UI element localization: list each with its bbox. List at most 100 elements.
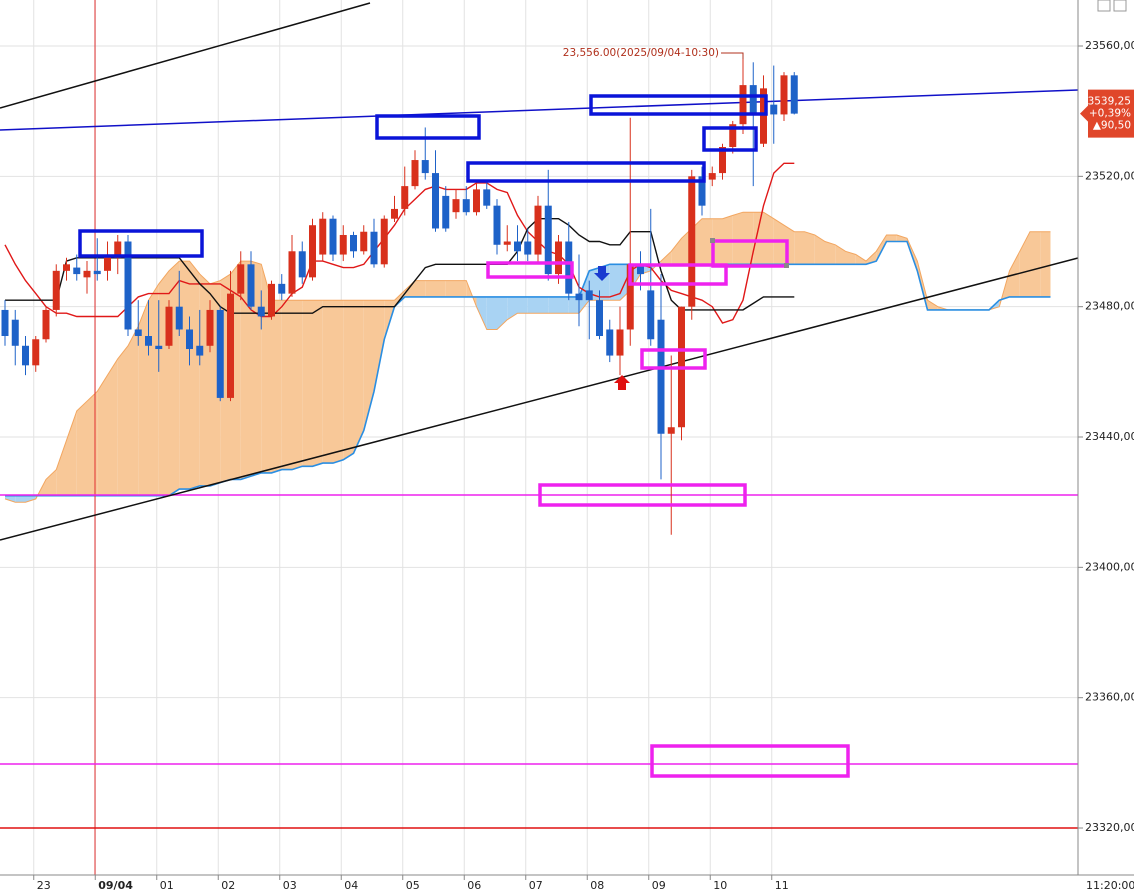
cloud-span-line: [4, 211, 1051, 503]
candle-body: [442, 195, 450, 229]
candle-body: [790, 75, 798, 114]
candle-body: [719, 147, 726, 174]
cloud-segment: [281, 300, 292, 470]
time-label: 11:20:00: [1086, 879, 1134, 892]
cloud-segment: [927, 300, 938, 310]
candle-body: [257, 306, 265, 317]
cloud-segment: [527, 296, 538, 314]
cloud-segment: [199, 274, 210, 486]
candle-body: [401, 186, 409, 209]
cloud-segment: [558, 296, 569, 314]
x-tick-label: 06: [467, 879, 481, 892]
cloud-segment: [66, 410, 77, 496]
zone-box: [538, 483, 747, 507]
x-tick-label: 07: [529, 879, 543, 892]
cloud-segment: [87, 391, 98, 496]
cloud-segment: [896, 234, 907, 242]
candle-body: [596, 300, 603, 337]
candle-body: [483, 189, 491, 206]
zone-box: [702, 126, 758, 152]
y-tick-label: 23400,00: [1085, 560, 1134, 573]
candle-body: [770, 104, 778, 115]
cloud-segment: [15, 495, 26, 503]
candle-body: [63, 264, 70, 271]
panel-button[interactable]: [1097, 0, 1111, 12]
candle-body: [268, 283, 275, 317]
candle-body: [145, 336, 152, 346]
candle-body: [421, 160, 429, 174]
zone-box: [589, 94, 768, 116]
candle-body: [196, 345, 204, 356]
cloud-segment: [886, 234, 897, 242]
cloud-segment: [1040, 231, 1051, 297]
candle-body: [22, 345, 29, 366]
cloud-segment: [5, 495, 16, 503]
zone-box: [78, 229, 204, 258]
candle-body: [288, 251, 296, 294]
y-tick-label: 23480,00: [1085, 300, 1134, 313]
panel-button[interactable]: [1113, 0, 1127, 12]
candle-body: [462, 199, 470, 213]
x-tick-label: 04: [344, 879, 358, 892]
candle-body: [278, 283, 286, 294]
candle-body: [565, 241, 573, 294]
trend-line: [0, 2, 371, 109]
annotation-arrow: [721, 52, 744, 60]
candle-body: [637, 264, 644, 275]
cloud-segment: [353, 300, 364, 454]
x-tick-label: 02: [221, 879, 235, 892]
candle-body: [432, 173, 439, 229]
x-tick-label: 09/04: [98, 879, 133, 892]
x-tick-label: 03: [283, 879, 297, 892]
cloud-segment: [732, 212, 743, 265]
cloud-segment: [302, 300, 313, 467]
candle-body: [93, 270, 101, 275]
cloud-segment: [579, 270, 590, 314]
candle-body: [227, 293, 234, 398]
cloud-segment: [507, 296, 518, 320]
candle-body: [350, 234, 357, 252]
cloud-segment: [292, 300, 303, 470]
cloud-segment: [1030, 231, 1041, 297]
cloud-segment: [179, 261, 190, 490]
cloud-segment: [435, 280, 446, 297]
x-tick-label: 10: [713, 879, 727, 892]
cloud-segment: [794, 231, 805, 265]
cloud-segment: [743, 212, 754, 265]
cloud-segment: [825, 241, 836, 265]
candle-body: [360, 231, 368, 252]
cloud-segment: [814, 234, 825, 265]
cloud-segment: [148, 283, 159, 496]
candle-body: [339, 234, 347, 255]
cloud-segment: [855, 254, 866, 265]
x-tick-label: 11: [775, 879, 789, 892]
candle-body: [124, 241, 132, 330]
trend-line: [0, 89, 1079, 131]
candle-body: [216, 309, 224, 398]
cloud-segment: [240, 261, 251, 480]
candle-body: [647, 290, 655, 340]
candle-body: [391, 208, 398, 219]
cloud-segment: [56, 440, 67, 496]
candle-body: [186, 329, 193, 350]
cloud-segment: [845, 251, 856, 265]
x-tick-label: 23: [37, 879, 51, 892]
cloud-segment: [568, 296, 579, 314]
candle-body: [760, 88, 767, 144]
candle-body: [555, 241, 562, 275]
cloud-segment: [271, 300, 282, 473]
x-tick-label: 09: [652, 879, 666, 892]
candle-body: [708, 173, 716, 180]
cloud-segment: [1019, 231, 1030, 297]
cloud-segment: [333, 300, 344, 464]
cloud-segment: [548, 296, 559, 314]
candle-body: [514, 241, 521, 252]
cloud-segment: [189, 261, 200, 490]
y-tick-label: 23440,00: [1085, 430, 1134, 443]
zone-boxes: [78, 94, 850, 778]
cloud-segment: [128, 326, 139, 496]
cloud-segment: [415, 280, 426, 297]
cloud-segment: [609, 264, 620, 301]
price-tag-box: [1080, 89, 1134, 138]
cloud-segment: [374, 300, 385, 392]
